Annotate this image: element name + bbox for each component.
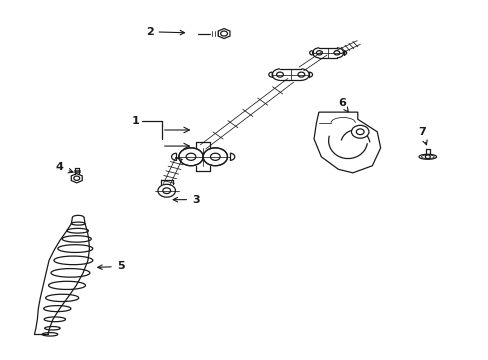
Polygon shape [218,28,229,39]
Circle shape [74,176,80,180]
Circle shape [179,148,203,166]
Circle shape [210,153,220,160]
Polygon shape [71,174,82,183]
Circle shape [316,51,322,55]
Circle shape [220,31,227,36]
Circle shape [425,155,429,158]
Text: 1: 1 [131,116,139,126]
Text: 2: 2 [145,27,184,37]
Polygon shape [313,112,380,173]
Circle shape [186,153,196,160]
Circle shape [203,148,227,166]
Circle shape [333,51,339,55]
Circle shape [351,125,368,138]
Circle shape [163,188,170,194]
Text: 7: 7 [417,127,426,145]
Text: 5: 5 [98,261,124,271]
Text: 6: 6 [337,98,347,112]
Circle shape [297,72,304,77]
Text: 3: 3 [173,195,199,204]
Circle shape [276,72,283,77]
Text: 4: 4 [56,162,73,173]
